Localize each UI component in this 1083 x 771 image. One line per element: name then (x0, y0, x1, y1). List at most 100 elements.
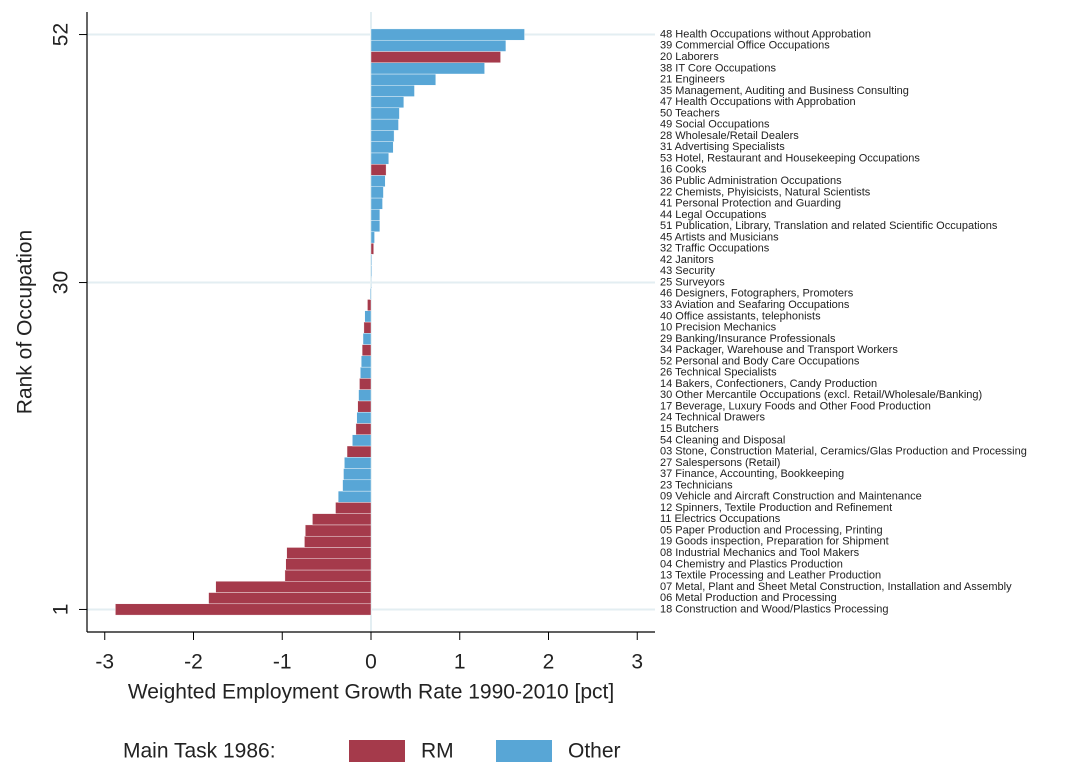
bar (371, 175, 385, 186)
x-tick-label: -3 (95, 651, 114, 674)
bar (312, 514, 371, 525)
bar (371, 63, 485, 74)
category-label: 31 Advertising Specialists (660, 141, 785, 153)
category-label: 38 IT Core Occupations (660, 62, 776, 74)
bar (359, 378, 371, 389)
bar (371, 209, 380, 220)
x-tick-label: -1 (273, 651, 292, 674)
category-label: 33 Aviation and Seafaring Occupations (660, 299, 850, 311)
category-label: 14 Bakers, Confectioners, Candy Producti… (660, 378, 877, 390)
category-label: 27 Salespersons (Retail) (660, 457, 780, 469)
category-label: 26 Technical Specialists (660, 367, 777, 379)
category-label: 44 Legal Occupations (660, 209, 767, 221)
category-label: 46 Designers, Fotographers, Promoters (660, 288, 854, 300)
bar (363, 333, 371, 344)
bar (343, 480, 371, 491)
category-label: 35 Management, Auditing and Business Con… (660, 85, 909, 97)
category-label: 34 Packager, Warehouse and Transport Wor… (660, 344, 898, 356)
bar (371, 187, 383, 198)
y-tick-label: 30 (50, 271, 73, 294)
category-label: 29 Banking/Insurance Professionals (660, 333, 836, 345)
category-label: 28 Wholesale/Retail Dealers (660, 130, 799, 142)
y-axis-title: Rank of Occupation (14, 230, 37, 414)
category-label: 37 Finance, Accounting, Bookkeeping (660, 468, 844, 480)
bar (358, 401, 371, 412)
category-label: 32 Traffic Occupations (660, 243, 770, 255)
category-label: 50 Teachers (660, 107, 720, 119)
bar (362, 345, 371, 356)
bar (338, 491, 371, 502)
bar (371, 74, 436, 85)
category-label: 25 Surveyors (660, 276, 725, 288)
x-tick-label: 1 (454, 651, 466, 674)
category-label: 21 Engineers (660, 74, 725, 86)
category-label: 36 Public Administration Occupations (660, 175, 842, 187)
category-label: 53 Hotel, Restaurant and Housekeeping Oc… (660, 152, 920, 164)
category-label: 03 Stone, Construction Material, Ceramic… (660, 446, 1027, 458)
category-label: 48 Health Occupations without Approbatio… (660, 28, 871, 40)
category-label: 51 Publication, Library, Translation and… (660, 220, 998, 232)
category-label: 49 Social Occupations (660, 119, 770, 131)
category-label: 39 Commercial Office Occupations (660, 40, 830, 52)
bar (371, 97, 404, 108)
bar (336, 502, 372, 513)
bar (371, 108, 399, 119)
bar (371, 266, 372, 277)
category-label: 15 Butchers (660, 423, 719, 435)
bar (371, 198, 383, 209)
category-label: 42 Janitors (660, 254, 714, 266)
bar (359, 390, 371, 401)
bar (305, 525, 371, 536)
category-label: 06 Metal Production and Processing (660, 592, 837, 604)
category-label: 41 Personal Protection and Guarding (660, 198, 841, 210)
category-label: 22 Chemists, Phyisicists, Natural Scient… (660, 186, 871, 198)
category-label: 45 Artists and Musicians (660, 231, 779, 243)
bar (371, 142, 393, 153)
legend-swatch (349, 740, 405, 762)
bar (370, 288, 371, 299)
bar (371, 40, 506, 51)
legend-label: Other (568, 740, 621, 763)
bar (347, 446, 371, 457)
bar (371, 243, 374, 254)
bar (216, 581, 371, 592)
category-label: 12 Spinners, Textile Production and Refi… (660, 502, 892, 514)
bar (367, 299, 371, 310)
category-label: 17 Beverage, Luxury Foods and Other Food… (660, 400, 931, 412)
category-label: 13 Textile Processing and Leather Produc… (660, 570, 881, 582)
category-label: 10 Precision Mechanics (660, 322, 777, 334)
y-tick-label: 52 (50, 23, 73, 46)
bar (304, 536, 371, 547)
category-label: 09 Vehicle and Aircraft Construction and… (660, 491, 922, 503)
bar (360, 367, 371, 378)
bar (371, 85, 414, 96)
category-label: 40 Office assistants, telephonists (660, 310, 821, 322)
category-label: 54 Cleaning and Disposal (660, 434, 785, 446)
category-label: 24 Technical Drawers (660, 412, 765, 424)
x-tick-label: 2 (543, 651, 555, 674)
category-label: 20 Laborers (660, 51, 719, 63)
category-label: 16 Cooks (660, 164, 707, 176)
category-label: 30 Other Mercantile Occupations (excl. R… (660, 389, 982, 401)
bar (115, 604, 371, 615)
bar (371, 51, 501, 62)
category-label: 18 Construction and Wood/Plastics Proces… (660, 603, 888, 615)
legend-label: RM (421, 740, 454, 763)
category-label: 47 Health Occupations with Approbation (660, 96, 856, 108)
category-label: 52 Personal and Body Care Occupations (660, 355, 860, 367)
bar (371, 119, 399, 130)
category-label: 23 Technicians (660, 479, 733, 491)
bar (286, 559, 371, 570)
y-tick-label: 1 (50, 604, 73, 616)
category-label: 11 Electrics Occupations (660, 513, 781, 525)
x-tick-label: -2 (184, 651, 203, 674)
bar (371, 130, 394, 141)
bar (371, 232, 375, 243)
bar (365, 311, 371, 322)
category-label: 08 Industrial Mechanics and Tool Makers (660, 547, 860, 559)
bar (343, 469, 371, 480)
bar (371, 221, 380, 232)
bar (209, 593, 371, 604)
bar (356, 423, 371, 434)
